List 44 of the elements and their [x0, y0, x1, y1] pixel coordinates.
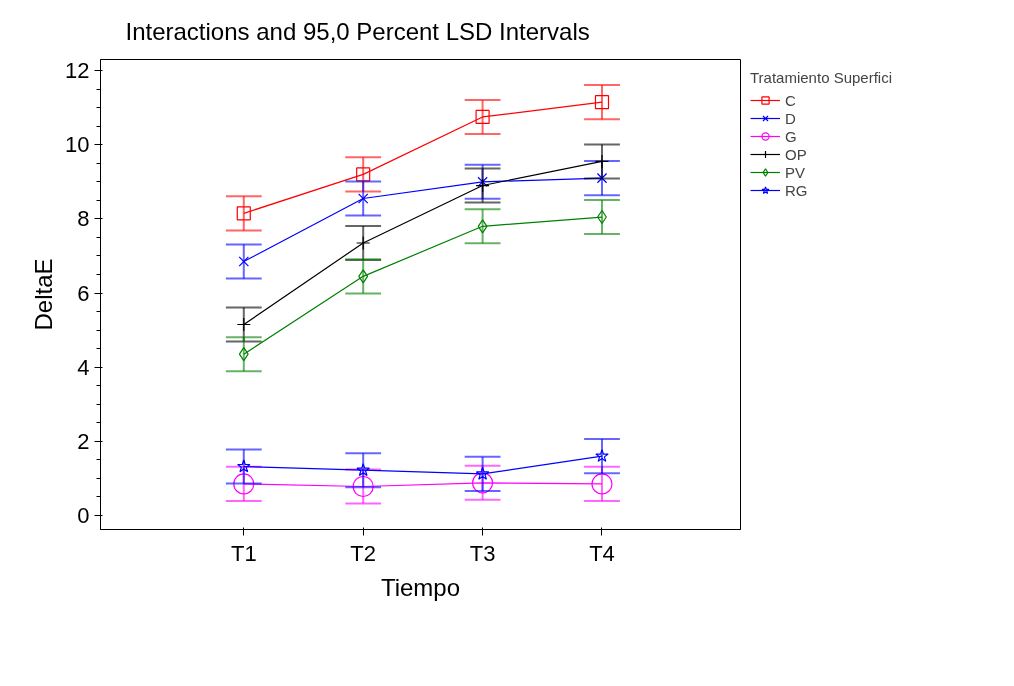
x-tick-label: T4	[589, 540, 615, 566]
legend-title: Tratamiento Superfici	[750, 69, 893, 86]
point	[352, 475, 374, 498]
legend-label: OP	[785, 145, 807, 163]
point	[358, 269, 369, 284]
y-tick-label: 2	[77, 428, 90, 454]
point	[356, 463, 370, 477]
point	[475, 466, 490, 480]
y-tick-label: 0	[77, 502, 90, 528]
point	[356, 235, 371, 251]
y-tick-label: 4	[77, 354, 90, 380]
point	[477, 219, 488, 234]
point	[237, 459, 251, 473]
legend-label: RG	[785, 181, 808, 199]
point	[233, 473, 255, 495]
legend-label: G	[785, 127, 798, 145]
legend-label: PV	[785, 163, 806, 181]
point	[475, 109, 490, 125]
x-tick-label: T3	[469, 540, 496, 566]
y-axis-title: DeltaE	[30, 258, 58, 331]
y-tick-label: 10	[65, 132, 90, 158]
point	[471, 472, 494, 494]
point	[595, 449, 609, 462]
point	[477, 176, 488, 188]
point	[594, 154, 610, 169]
point	[596, 172, 608, 184]
legend-label: D	[785, 109, 797, 127]
point	[594, 95, 610, 110]
y-tick-label: 6	[77, 280, 90, 306]
x-tick-label: T2	[350, 540, 377, 566]
y-tick-label: 8	[77, 206, 90, 232]
point	[475, 178, 490, 193]
point	[591, 473, 613, 495]
point	[236, 206, 251, 221]
point	[238, 347, 249, 362]
x-tick-label: T1	[230, 540, 257, 566]
point	[357, 193, 369, 204]
chart-title: Interactions and 95,0 Percent LSD Intervals	[125, 17, 590, 45]
x-axis-title: Tiempo	[380, 573, 461, 601]
point	[236, 317, 251, 332]
legend-label: C	[785, 91, 797, 109]
point	[356, 167, 371, 182]
point	[238, 256, 249, 267]
y-tick-label: 12	[65, 58, 90, 84]
